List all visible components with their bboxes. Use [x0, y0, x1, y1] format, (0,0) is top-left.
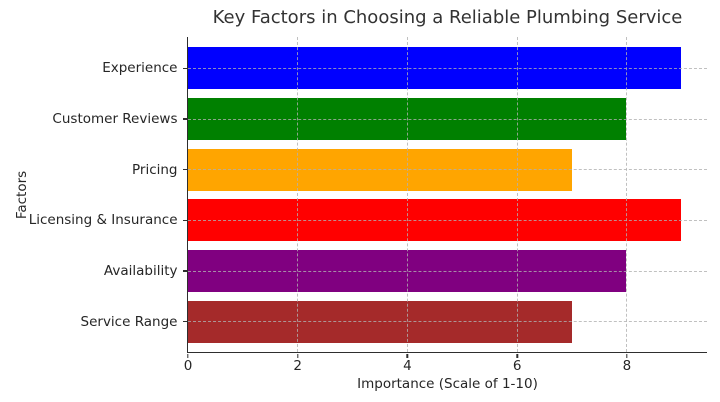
bar-row: [187, 94, 707, 145]
x-tick-mark: [406, 353, 409, 358]
x-tick-label: 4: [403, 358, 412, 374]
y-tick-pricing: Pricing: [0, 144, 187, 195]
plot-area: [186, 37, 707, 353]
chart-title: Key Factors in Choosing a Reliable Plumb…: [212, 7, 683, 28]
x-axis-label: Importance (Scale of 1-10): [357, 376, 538, 392]
x-tick-label: 2: [293, 358, 303, 374]
bar-rows: [187, 43, 707, 347]
bar-experience: [187, 47, 682, 90]
y-tick-label: Licensing & Insurance: [28, 212, 178, 229]
bar-service-range: [187, 300, 572, 343]
y-tick-labels: Experience Customer Reviews Pricing Licensi…: [0, 43, 187, 347]
bar-availability: [187, 249, 627, 293]
x-tick-mark: [626, 353, 628, 358]
bar-row: [187, 246, 707, 297]
y-tick-licensing-insurance: Licensing & Insurance: [0, 195, 187, 246]
x-tick-mark: [516, 353, 518, 358]
y-tick-label: Customer Reviews: [52, 111, 178, 127]
y-tick-label: Service Range: [80, 313, 178, 330]
y-tick-mark: [182, 67, 187, 70]
bar-row: [187, 296, 707, 347]
y-tick-mark: [182, 219, 187, 222]
y-tick-mark: [182, 118, 187, 120]
x-tick-labels: 0 2 4 6 8: [184, 358, 707, 374]
y-tick-mark: [182, 168, 187, 171]
x-tick-marks: [187, 353, 707, 358]
x-tick-mark: [187, 353, 189, 358]
y-tick-label: Experience: [102, 60, 178, 77]
y-tick-mark: [182, 321, 187, 323]
x-tick-label: 8: [622, 358, 632, 374]
x-tick-label: 0: [183, 358, 193, 374]
bar-row: [187, 144, 707, 195]
bar-customer-reviews: [187, 97, 627, 141]
y-tick-mark: [182, 270, 187, 272]
y-tick-label: Availability: [103, 263, 178, 280]
bar-licensing-insurance: [187, 199, 682, 242]
y-tick-experience: Experience: [0, 43, 187, 94]
bar-pricing: [187, 148, 572, 191]
x-tick-mark: [297, 353, 299, 358]
bar-row: [187, 43, 707, 94]
bar-row: [187, 195, 707, 246]
x-tick-label: 6: [512, 358, 522, 374]
y-tick-availability: Availability: [0, 246, 187, 297]
y-tick-label: Pricing: [131, 161, 178, 178]
y-tick-service-range: Service Range: [0, 296, 187, 347]
y-tick-customer-reviews: Customer Reviews: [0, 94, 187, 145]
